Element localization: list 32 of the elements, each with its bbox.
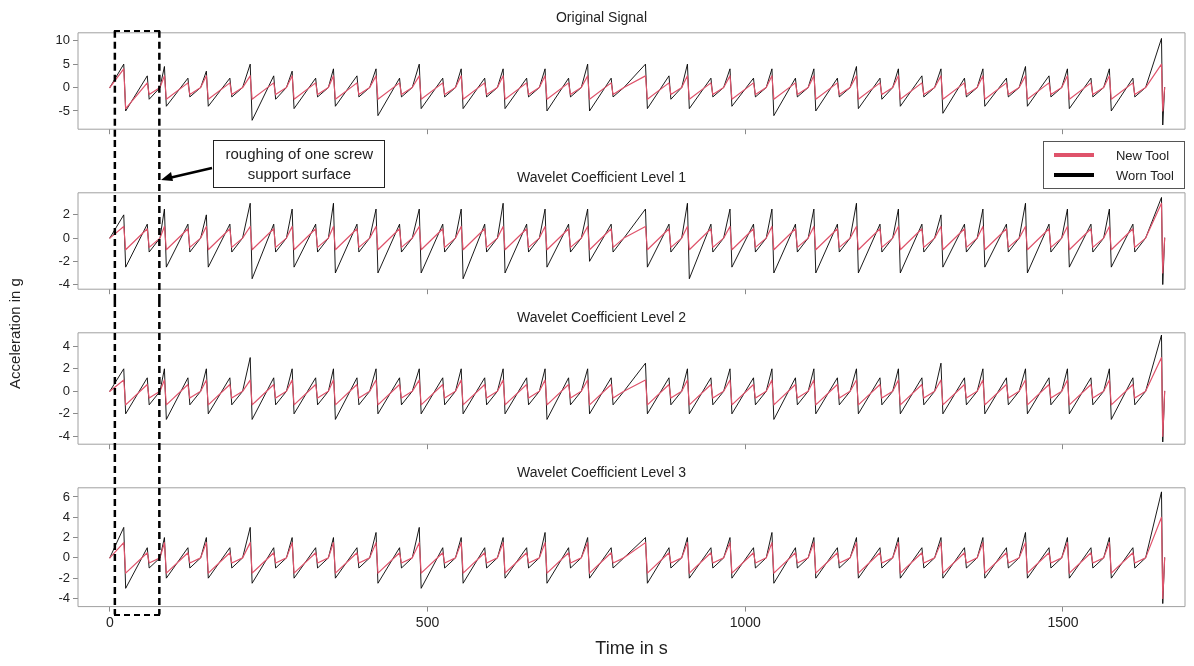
y-tick-label: -5 [58,102,70,118]
chart-title: Wavelet Coefficient Level 1 [517,169,687,186]
y-tick-label: 4 [62,508,70,524]
y-tick-label: -4 [58,590,70,606]
y-tick-label: 0 [62,382,70,398]
chart-title: Original Signal [555,9,648,26]
legend-label: Worn Tool [1115,167,1174,183]
y-tick-label: -4 [58,427,70,443]
chart-title: Wavelet Coefficient Level 3 [517,464,687,481]
y-tick-label: -2 [58,405,70,421]
y-axis-title: Acceleration in g [5,278,23,389]
y-tick-label: 0 [62,549,70,565]
y-tick-label: 0 [62,79,70,95]
y-tick-label: -4 [58,276,70,292]
y-tick-label: 2 [62,360,70,376]
y-tick-label: 10 [55,32,70,48]
x-tick-label: 1500 [1047,613,1079,630]
y-tick-label: 0 [62,229,70,245]
y-tick-label: 2 [62,529,70,545]
y-tick-label: 2 [62,206,70,222]
y-tick-label: 6 [62,488,70,504]
x-axis-title: Time in s [595,638,668,659]
x-tick-label: 0 [105,613,114,630]
y-tick-label: 4 [62,337,70,353]
x-tick-label: 1000 [729,613,762,630]
chart-title: Wavelet Coefficient Level 2 [517,309,687,326]
legend-label: roughing of one screw support surface [213,140,386,188]
y-tick-label: -2 [58,252,70,268]
y-tick-label: 5 [62,55,70,71]
y-tick-label: -2 [58,569,70,585]
legend-label: New Tool [1115,147,1170,163]
x-tick-label: 500 [415,613,440,630]
